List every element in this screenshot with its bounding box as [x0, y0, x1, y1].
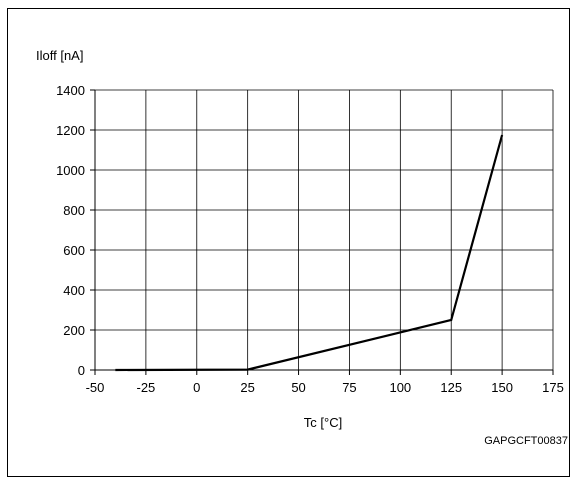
- x-tick-label: 150: [491, 380, 513, 395]
- x-axis-title: Tc [°C]: [304, 415, 342, 430]
- y-tick-labels: 0 200 400 600 800 1000 1200 1400: [56, 83, 85, 378]
- grid: [95, 89, 554, 370]
- x-tick-label: 50: [291, 380, 305, 395]
- chart-frame: [7, 8, 570, 477]
- x-tick-label: 175: [542, 380, 564, 395]
- y-tick-label: 1200: [56, 123, 85, 138]
- y-tick-label: 1400: [56, 83, 85, 98]
- y-tick-label: 200: [63, 323, 85, 338]
- x-tick-label: 125: [440, 380, 462, 395]
- x-tick-label: 100: [389, 380, 411, 395]
- y-tick-label: 800: [63, 203, 85, 218]
- x-tick-label: -25: [136, 380, 155, 395]
- y-tick-label: 400: [63, 283, 85, 298]
- y-tick-label: 0: [78, 363, 85, 378]
- x-tick-label: 75: [342, 380, 356, 395]
- y-tick-label: 600: [63, 243, 85, 258]
- x-tick-label: 25: [240, 380, 254, 395]
- x-tick-label: -50: [86, 380, 105, 395]
- x-tick-label: 0: [193, 380, 200, 395]
- axes: [90, 89, 554, 375]
- series: [115, 134, 504, 372]
- series-line: [115, 134, 504, 372]
- figure-code: GAPGCFT00837: [484, 435, 568, 447]
- x-tick-labels: -50 -25 0 25 50 75 100 125 150 175: [86, 380, 564, 395]
- y-axis-title: Iloff [nA]: [36, 48, 83, 63]
- y-tick-label: 1000: [56, 163, 85, 178]
